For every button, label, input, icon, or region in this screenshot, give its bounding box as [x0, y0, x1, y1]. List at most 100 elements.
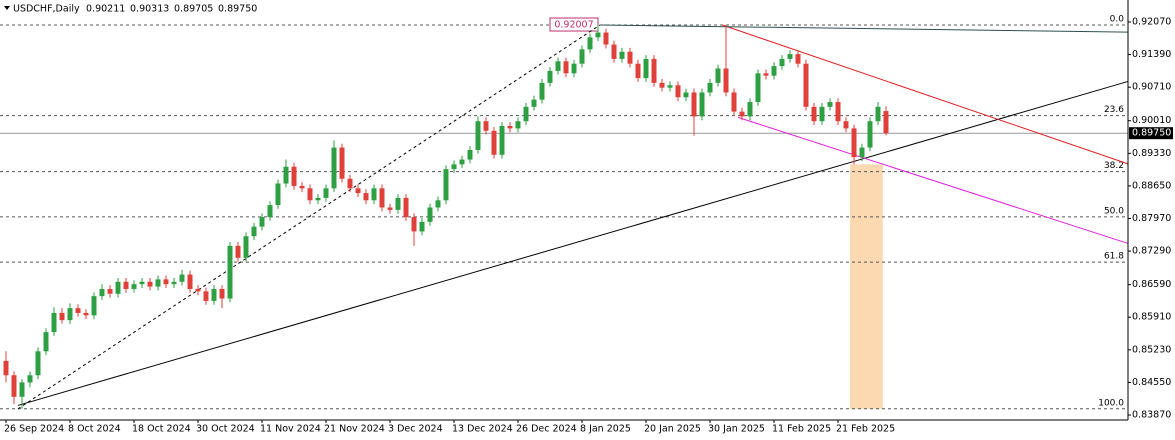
candle-body	[691, 92, 697, 117]
candle-body	[611, 44, 617, 59]
candle-body	[699, 92, 705, 117]
candle-body	[251, 226, 257, 237]
candle-body	[835, 102, 841, 122]
candle-body	[571, 63, 577, 74]
candle-body	[299, 185, 305, 189]
fib-level-label: 100.0	[1098, 398, 1124, 408]
fib-level-label: 50.0	[1104, 206, 1124, 216]
candle-body	[403, 197, 409, 218]
candle-body	[3, 360, 9, 376]
y-tick-label: 0.87970	[1132, 213, 1171, 224]
candle-body	[211, 288, 217, 301]
candle-body	[747, 102, 753, 117]
candle-body	[451, 164, 457, 170]
candle-body	[731, 92, 737, 112]
candle-body	[419, 221, 425, 232]
candle-body	[539, 82, 545, 100]
candle-body	[115, 281, 121, 294]
candle-body	[291, 166, 297, 186]
candle-body	[467, 149, 473, 160]
candle-body	[395, 197, 401, 210]
y-tick-label: 0.87290	[1132, 246, 1171, 257]
plot-area: 0.0 23.6 38.2 50.0 61.8 100.0 0.92007	[0, 15, 1129, 410]
candle-body	[507, 126, 513, 129]
candle-body	[363, 193, 369, 201]
trendline	[17, 80, 1129, 406]
header-ohlc: 0.90211	[86, 4, 125, 15]
candle-body	[227, 245, 233, 299]
candle-body	[435, 200, 441, 208]
candle-body	[67, 308, 73, 321]
candle-body	[171, 281, 177, 285]
x-tick-label: 21 Nov 2024	[324, 424, 385, 435]
y-tick-label: 0.84550	[1132, 377, 1171, 388]
candle-body	[883, 111, 889, 134]
candle-body	[755, 73, 761, 103]
symbol-label: USDCHF,Daily	[13, 4, 80, 15]
candle-body	[75, 308, 81, 313]
candle-body	[267, 205, 273, 218]
candle-body	[219, 288, 225, 299]
candle-body	[355, 188, 361, 194]
candle-body	[795, 54, 801, 64]
header-ohlc: 0.89750	[218, 4, 257, 15]
candle-body	[819, 106, 825, 122]
candle-body	[187, 274, 193, 289]
header-ohlc: 0.90313	[130, 4, 169, 15]
candle-body	[59, 312, 65, 321]
candle-body	[547, 70, 553, 83]
candle-body	[347, 178, 353, 189]
x-tick-label: 13 Dec 2024	[452, 424, 513, 435]
candle-body	[259, 217, 265, 227]
candle-body	[123, 281, 129, 289]
candle-body	[651, 58, 657, 83]
x-tick-label: 8 Jan 2025	[580, 424, 631, 435]
x-tick-label: 11 Nov 2024	[260, 424, 321, 435]
y-tick-label: 0.90010	[1132, 115, 1171, 126]
candle-body	[379, 188, 385, 208]
candle-body	[715, 68, 721, 83]
candle-body	[163, 279, 169, 285]
candle-body	[339, 147, 345, 179]
candle-body	[331, 147, 337, 189]
candle-body	[763, 73, 769, 76]
last-price-tag	[1129, 127, 1173, 140]
candle-body	[491, 130, 497, 155]
candle-body	[371, 188, 377, 201]
candle-body	[859, 147, 865, 158]
candle-body	[307, 188, 313, 201]
trendline	[721, 24, 1129, 165]
candle-body	[675, 85, 681, 98]
candle-body	[803, 63, 809, 107]
candle-body	[475, 121, 481, 150]
x-tick-label: 21 Feb 2025	[836, 424, 895, 435]
candle-body	[499, 126, 505, 155]
y-tick-label: 0.89330	[1132, 148, 1171, 159]
candle-body	[315, 197, 321, 201]
candle-body	[587, 37, 593, 50]
candle-body	[19, 382, 25, 397]
candle-body	[139, 281, 145, 285]
candle-body	[459, 159, 465, 165]
candle-body	[851, 128, 857, 158]
candle-body	[91, 296, 97, 316]
candle-body	[179, 274, 185, 282]
fib-level-label: 0.0	[1110, 15, 1125, 25]
x-tick-label: 11 Feb 2025	[772, 424, 831, 435]
candle-body	[843, 121, 849, 129]
candle-body	[619, 51, 625, 59]
fib-level-label: 61.8	[1104, 252, 1124, 262]
candle-body	[603, 32, 609, 45]
candle-body	[235, 245, 241, 258]
candle-body	[707, 82, 713, 93]
candle-body	[275, 183, 281, 206]
candle-body	[83, 312, 89, 316]
fib-level-label: 38.2	[1104, 161, 1124, 171]
candle-body	[411, 217, 417, 232]
candle-body	[323, 188, 329, 198]
candle-body	[811, 106, 817, 122]
fib-high-label: 0.92007	[554, 20, 593, 31]
candle-body	[27, 375, 33, 383]
candle-body	[787, 54, 793, 59]
